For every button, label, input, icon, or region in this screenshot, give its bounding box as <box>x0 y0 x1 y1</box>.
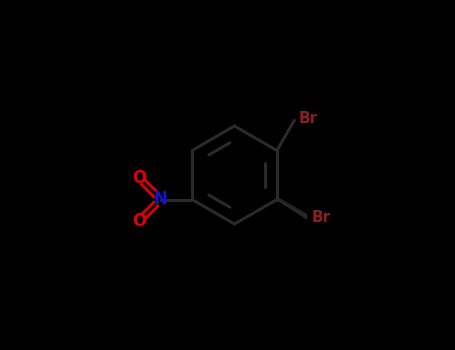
Text: O: O <box>132 211 147 230</box>
Text: Br: Br <box>311 210 331 224</box>
Text: O: O <box>132 169 147 188</box>
Text: N: N <box>154 190 167 209</box>
Text: Br: Br <box>298 111 318 126</box>
